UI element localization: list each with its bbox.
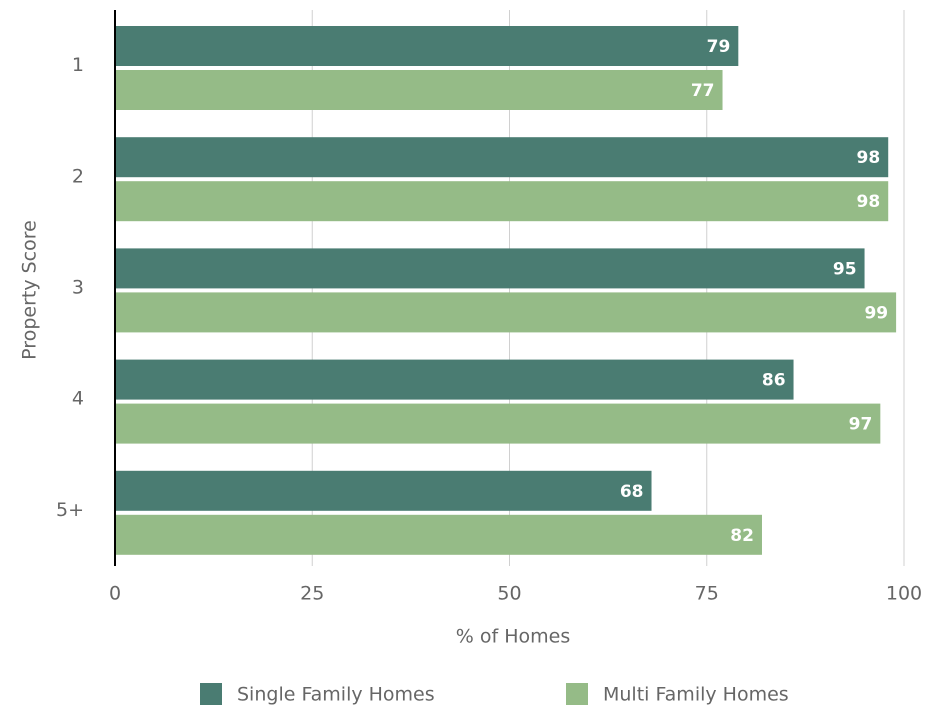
value-label: 82 <box>730 526 754 546</box>
value-label: 98 <box>857 192 881 212</box>
bar <box>115 359 794 400</box>
value-label: 97 <box>849 415 873 435</box>
bar <box>115 248 865 289</box>
y-tick-label: 2 <box>72 165 84 187</box>
x-tick-label: 50 <box>497 583 521 605</box>
legend-label: Multi Family Homes <box>603 684 789 706</box>
bar <box>115 26 739 66</box>
legend-label: Single Family Homes <box>237 684 435 706</box>
y-tick-label: 3 <box>72 277 84 299</box>
legend-swatch <box>566 683 588 705</box>
x-tick-label: 0 <box>109 583 121 605</box>
bar <box>115 292 897 333</box>
value-label: 99 <box>864 303 888 323</box>
value-label: 77 <box>691 81 715 101</box>
value-label: 86 <box>762 371 786 391</box>
value-label: 79 <box>707 37 731 57</box>
x-tick-label: 100 <box>886 583 922 605</box>
y-axis-title: Property Score <box>19 220 41 360</box>
bar <box>115 70 723 110</box>
x-axis-title: % of Homes <box>456 626 570 648</box>
y-tick-label: 4 <box>72 388 84 410</box>
value-label: 68 <box>620 482 644 502</box>
x-tick-label: 25 <box>300 583 324 605</box>
legend-swatch <box>200 683 222 705</box>
bar <box>115 403 881 444</box>
x-tick-label: 75 <box>695 583 719 605</box>
value-label: 95 <box>833 259 857 279</box>
y-tick-label: 1 <box>72 54 84 76</box>
bar <box>115 181 889 222</box>
bar <box>115 470 652 511</box>
bar <box>115 514 762 555</box>
value-label: 98 <box>857 148 881 168</box>
y-tick-label: 5+ <box>56 499 84 521</box>
bar <box>115 137 889 178</box>
